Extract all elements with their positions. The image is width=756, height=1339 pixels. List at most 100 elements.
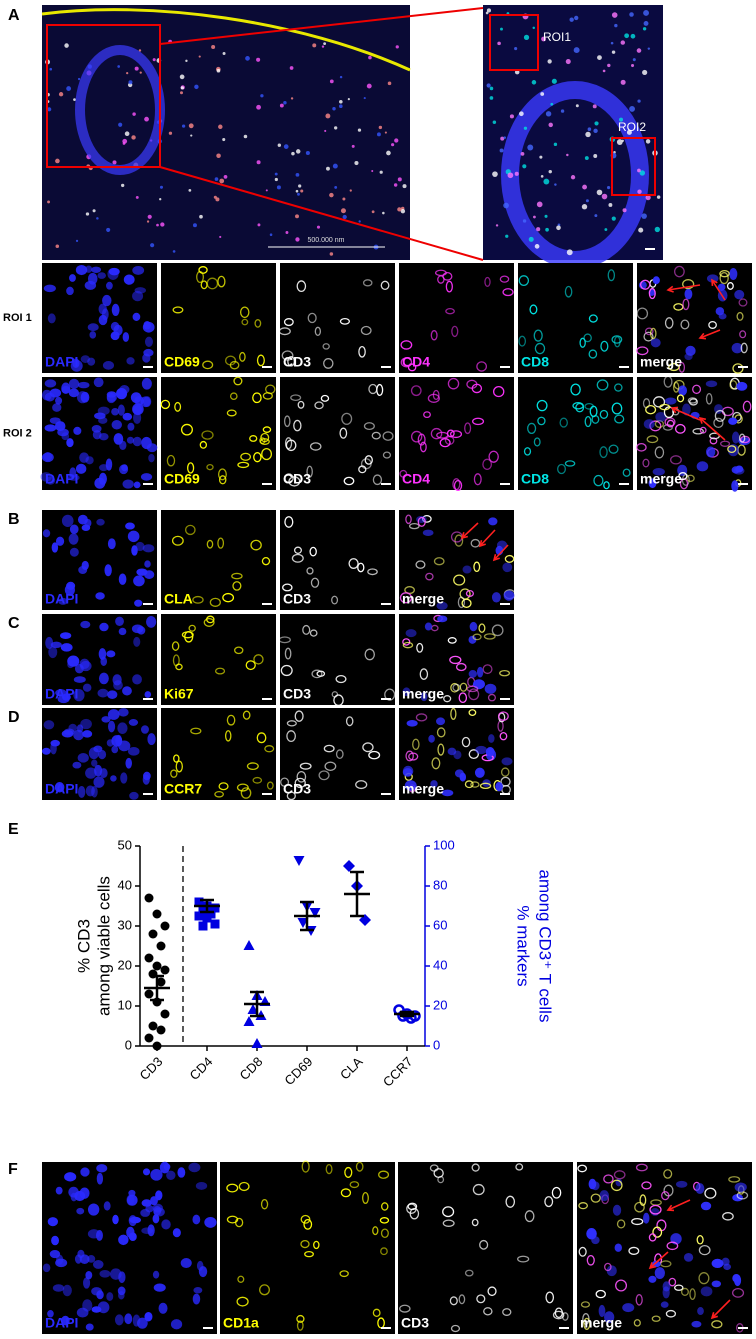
cell <box>501 757 513 766</box>
cell <box>252 392 262 404</box>
scale-bar <box>645 248 655 250</box>
cell <box>550 102 554 106</box>
cell <box>402 687 411 697</box>
cell <box>518 275 530 287</box>
cell <box>620 40 626 45</box>
cell <box>654 446 665 459</box>
cell <box>633 1319 641 1327</box>
cell <box>93 1259 104 1269</box>
cell <box>368 55 372 60</box>
cell <box>125 522 135 530</box>
cell <box>646 435 659 444</box>
cell <box>96 518 105 526</box>
cell <box>82 1299 93 1312</box>
cell <box>729 380 738 390</box>
cell <box>583 1317 591 1330</box>
cell <box>394 138 399 143</box>
cell <box>514 69 520 75</box>
micrograph-bg <box>161 708 276 800</box>
cell <box>473 473 482 486</box>
scale-bar <box>500 603 510 605</box>
cell <box>449 655 462 665</box>
cell <box>430 427 443 440</box>
cell <box>560 109 565 113</box>
arrow <box>479 529 496 547</box>
cell <box>115 734 123 747</box>
cell <box>253 654 264 665</box>
micrograph-bg <box>280 708 395 800</box>
cell <box>82 683 92 692</box>
cell <box>611 402 623 415</box>
cell <box>66 286 74 296</box>
cell <box>153 1283 166 1292</box>
channel-label: CD69 <box>164 354 200 370</box>
cell <box>371 170 374 173</box>
cell <box>591 1236 600 1245</box>
cell <box>582 184 587 190</box>
cell <box>98 416 108 424</box>
scale-bar <box>559 1327 569 1329</box>
cell <box>237 1275 245 1283</box>
cell <box>565 59 571 65</box>
point <box>152 909 162 919</box>
point <box>309 908 321 918</box>
cell <box>214 790 224 798</box>
cell <box>442 1206 455 1218</box>
cell <box>222 592 235 603</box>
cell <box>43 451 53 462</box>
cell <box>87 1254 96 1263</box>
cell <box>218 124 223 130</box>
cell <box>624 33 630 39</box>
scale-bar <box>143 603 153 605</box>
cell <box>436 717 446 726</box>
cell <box>126 436 135 444</box>
cell <box>379 1217 390 1224</box>
cell <box>85 1323 94 1331</box>
point <box>243 1016 255 1026</box>
cell <box>287 356 296 367</box>
cell <box>451 325 459 338</box>
scale-bar <box>381 1327 391 1329</box>
cell <box>400 340 413 350</box>
cell <box>246 762 259 771</box>
cell <box>610 1179 623 1192</box>
scale-bar <box>262 366 272 368</box>
cell <box>241 318 249 326</box>
cell <box>180 91 183 95</box>
cell <box>600 340 609 352</box>
cell <box>117 404 125 416</box>
cell <box>406 1203 417 1214</box>
arrow-head <box>710 1312 718 1320</box>
cell <box>604 1262 612 1272</box>
cell <box>339 100 343 104</box>
cell <box>47 1310 54 1318</box>
epidermis-line <box>41 8 411 72</box>
cell <box>95 592 105 600</box>
point <box>198 921 208 931</box>
cell <box>503 202 509 209</box>
cell <box>73 689 85 702</box>
channel-label: DAPI <box>45 354 78 370</box>
cell <box>278 327 291 336</box>
cell <box>118 573 127 585</box>
cell <box>96 217 99 220</box>
cell <box>520 152 525 156</box>
cell <box>83 1277 91 1289</box>
cell <box>610 41 614 45</box>
cell <box>73 98 76 102</box>
cell <box>345 716 354 727</box>
cell <box>333 694 344 707</box>
cell <box>528 236 534 242</box>
cell <box>236 1296 249 1307</box>
cell <box>358 220 361 223</box>
cell <box>523 34 530 41</box>
scale-bar <box>143 366 153 368</box>
cell <box>397 207 402 212</box>
cell <box>683 1253 694 1262</box>
cell <box>283 473 294 483</box>
cell <box>666 419 675 428</box>
cell <box>552 1310 565 1320</box>
point <box>293 856 305 866</box>
cell <box>412 738 420 751</box>
cell <box>709 437 718 445</box>
